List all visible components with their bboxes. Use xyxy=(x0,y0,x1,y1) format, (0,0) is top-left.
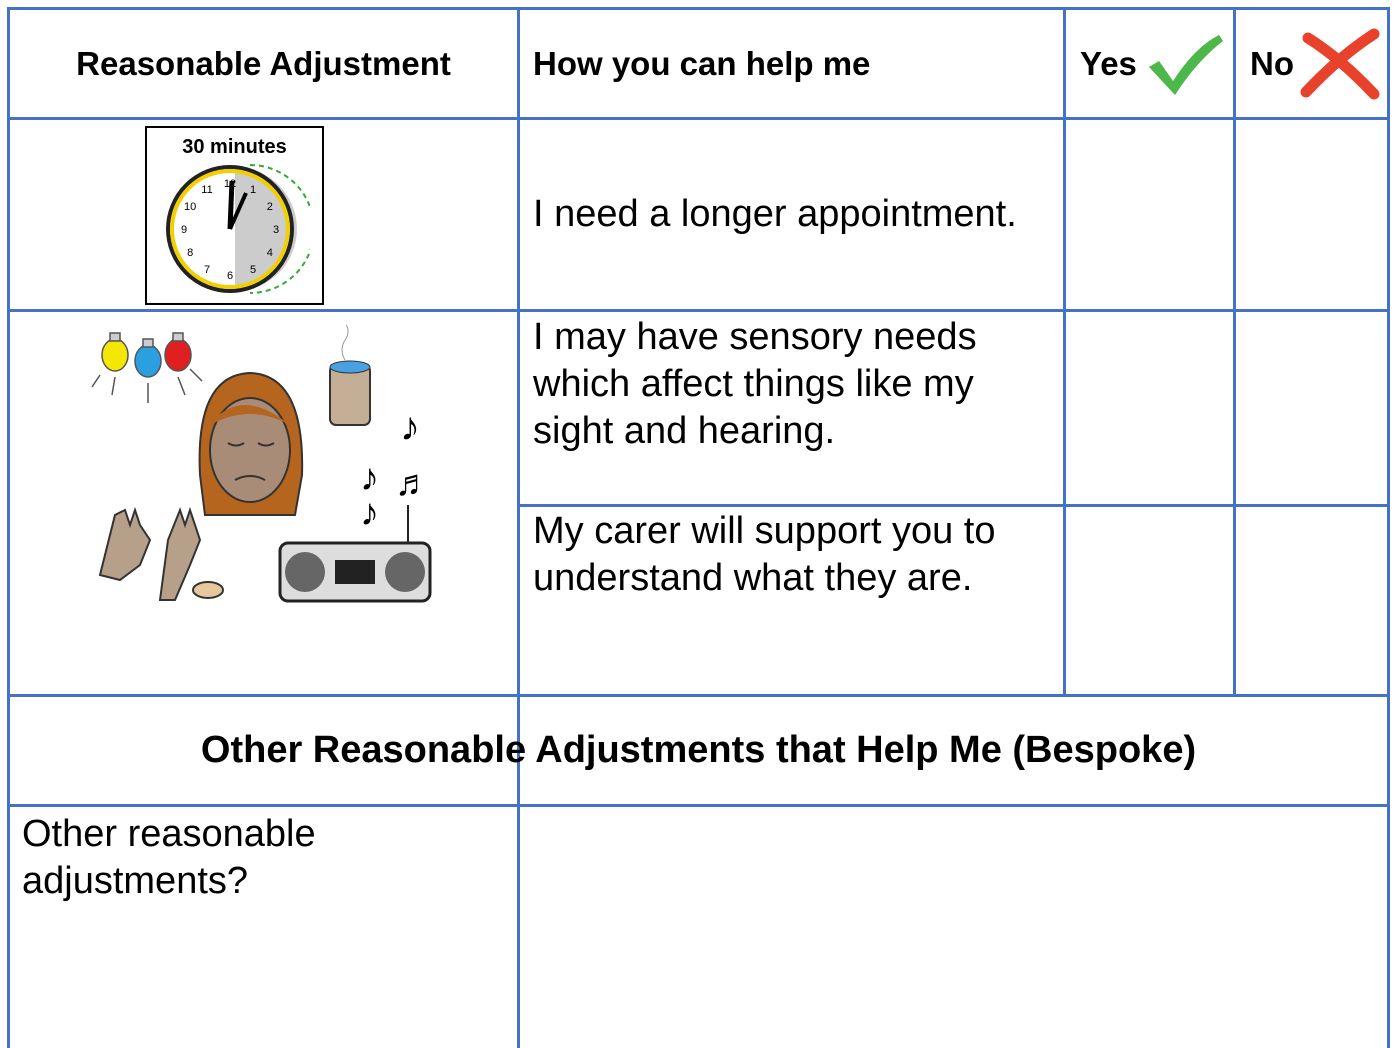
border xyxy=(517,504,1390,507)
border xyxy=(7,309,1390,312)
svg-text:♪: ♪ xyxy=(360,457,379,499)
clock-number: 4 xyxy=(266,247,272,259)
sensory-picture: ♪♪ ♬♪ xyxy=(91,325,432,603)
border xyxy=(517,7,520,1048)
clock-number: 12 xyxy=(223,178,235,190)
clock-picture: 30 minutes 12 1 2 3 4 5 6 7 8 9 10 11 xyxy=(145,126,324,305)
header-text: Yes xyxy=(1080,44,1137,82)
cell-text: I need a longer appointment. xyxy=(533,193,1017,235)
border xyxy=(7,694,1390,697)
header-text: Reasonable Adjustment xyxy=(76,44,451,82)
clock-number: 6 xyxy=(226,270,232,282)
border xyxy=(1233,7,1236,697)
note-icon: ♪ xyxy=(400,405,420,449)
clock-number: 8 xyxy=(187,247,193,259)
cell-text: Other reasonable adjustments? xyxy=(22,813,316,902)
header-cell: Yes xyxy=(1080,10,1233,117)
header-cell: No xyxy=(1250,10,1387,117)
clock-number: 10 xyxy=(184,201,196,213)
header-text: How you can help me xyxy=(533,44,871,82)
text-cell: I need a longer appointment. xyxy=(533,120,1058,309)
border xyxy=(7,117,1390,120)
cell-text: I may have sensory needs which affect th… xyxy=(533,316,977,452)
clock-number: 1 xyxy=(249,184,255,196)
cross-icon xyxy=(1300,28,1380,99)
clock-number: 11 xyxy=(201,184,212,196)
clock-number: 7 xyxy=(203,264,209,276)
text-cell: Other reasonable adjustments? xyxy=(22,811,402,1041)
text-cell: I may have sensory needs which affect th… xyxy=(533,314,1058,504)
check-icon xyxy=(1148,34,1223,95)
header-text: No xyxy=(1250,44,1294,82)
border xyxy=(7,804,1390,807)
clock-number: 3 xyxy=(272,224,278,236)
header-cell: How you can help me xyxy=(533,10,1063,117)
clock-number: 2 xyxy=(266,201,272,213)
cell-text: My carer will support you to understand … xyxy=(533,510,996,599)
section-title: Other Reasonable Adjustments that Help M… xyxy=(10,697,1387,804)
border xyxy=(7,7,10,1048)
clock-number: 5 xyxy=(249,264,255,276)
svg-text:♪: ♪ xyxy=(360,492,379,534)
border xyxy=(1063,7,1066,697)
image-label: 30 minutes xyxy=(182,136,287,158)
header-cell: Reasonable Adjustment xyxy=(10,10,517,117)
border xyxy=(1387,7,1390,1048)
svg-text:♬: ♬ xyxy=(395,462,431,503)
section-title-text: Other Reasonable Adjustments that Help M… xyxy=(200,729,1197,771)
text-cell: My carer will support you to understand … xyxy=(533,508,1003,694)
border xyxy=(7,7,1390,10)
clock-number: 9 xyxy=(180,224,186,236)
